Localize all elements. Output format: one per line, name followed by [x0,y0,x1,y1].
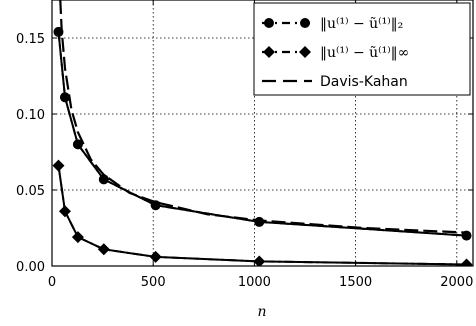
x-tick-label: 1500 [339,275,372,290]
data-point-diamond [253,255,266,266]
y-tick-label: 0.10 [16,108,45,123]
data-point-diamond [460,258,473,266]
legend-box [253,2,471,96]
data-point-diamond [58,205,71,218]
data-point-circle [72,139,83,150]
legend-marker-diamond [263,46,275,58]
plot-frame [51,0,474,267]
legend-label: Davis-Kahan [320,74,408,90]
data-point-diamond [52,159,65,172]
data-point-diamond [97,243,110,256]
data-point-circle [254,216,265,227]
y-tick-label: 0.00 [16,260,45,275]
y-tick-label: 0.05 [16,184,45,199]
data-point-circle [98,174,109,185]
x-tick-label: 0 [48,275,56,290]
y-tick-label: 0.15 [16,32,45,47]
series-line-2 [59,0,467,234]
x-axis-label: n [257,304,266,320]
legend-marker-circle [300,18,310,28]
legend-label: ‖u⁽¹⁾ − ũ⁽¹⁾‖₂ [320,16,403,32]
legend-label: ‖u⁽¹⁾ − ũ⁽¹⁾‖∞ [320,45,409,61]
series-group [52,0,473,266]
legend: ‖u⁽¹⁾ − ũ⁽¹⁾‖₂ ‖u⁽¹⁾ − ũ⁽¹⁾‖∞ Davis-Kahan [253,2,471,96]
data-point-diamond [71,231,84,244]
legend-marker-circle [264,18,274,28]
x-tick-label: 500 [141,275,166,290]
data-point-circle [59,92,70,103]
x-tick-label: 1000 [238,275,271,290]
data-point-diamond [149,250,162,263]
legend-marker-diamond [299,46,311,58]
x-tick-label: 2000 [440,275,473,290]
tick-group: 0 500 1000 1500 2000 0.00 0.05 0.10 0.15 [16,0,473,290]
data-point-circle [150,200,161,211]
